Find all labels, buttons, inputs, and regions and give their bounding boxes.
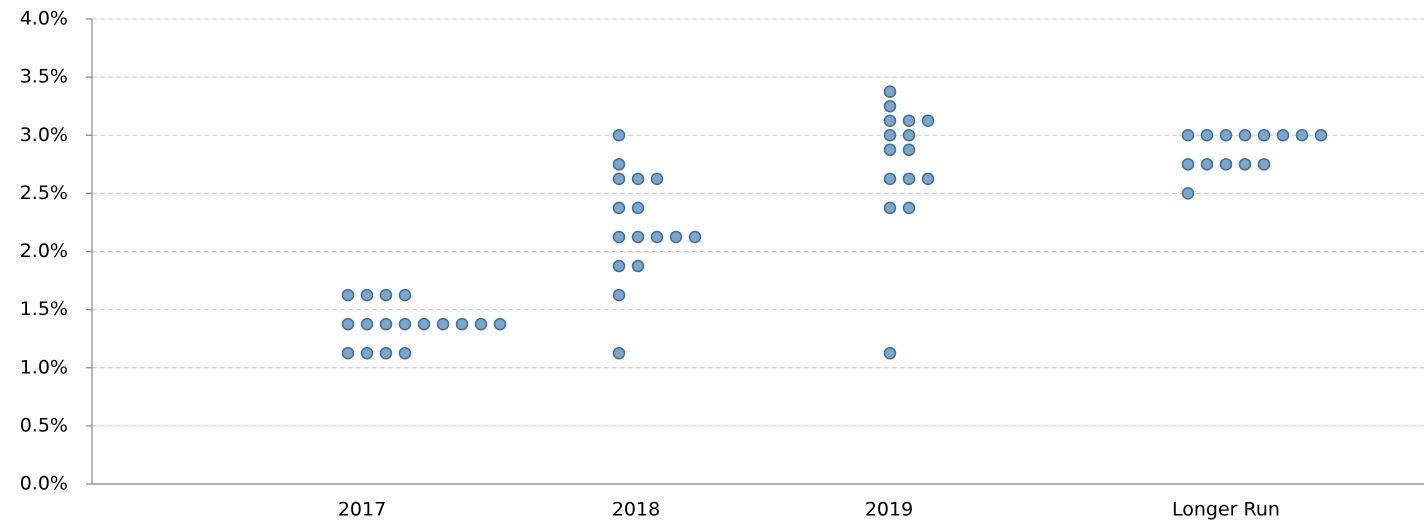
dot [1219, 158, 1233, 171]
y-tick-label: 1.0% [20, 356, 68, 378]
dot [883, 143, 897, 157]
dot [1295, 129, 1309, 142]
dot [1238, 129, 1252, 142]
dot [631, 201, 645, 215]
dot [455, 317, 469, 331]
dot [612, 288, 626, 302]
dot [631, 230, 645, 244]
dot [436, 317, 450, 331]
dot [474, 317, 488, 331]
dot [1219, 129, 1233, 142]
dot [379, 317, 393, 331]
dot [341, 288, 355, 302]
dot [493, 317, 507, 331]
dot [612, 346, 626, 360]
dot [398, 346, 412, 360]
dot [902, 143, 916, 157]
dot [1257, 129, 1271, 142]
dot [341, 346, 355, 360]
dot [902, 172, 916, 186]
dot [341, 317, 355, 331]
y-tick-label: 2.0% [20, 240, 68, 262]
dot [1200, 129, 1214, 142]
dot [1200, 158, 1214, 171]
dot [612, 230, 626, 244]
dot [360, 346, 374, 360]
dot [883, 85, 897, 98]
x-tick-label: Longer Run [1172, 499, 1280, 521]
dot [612, 172, 626, 186]
dot [612, 201, 626, 215]
dot [379, 346, 393, 360]
dot [669, 230, 683, 244]
dot [1314, 129, 1328, 142]
dot [631, 259, 645, 273]
dot [883, 172, 897, 186]
dot [417, 317, 431, 331]
y-tick-label: 2.5% [20, 182, 68, 204]
dot [398, 288, 412, 302]
y-tick-label: 4.0% [20, 8, 68, 30]
y-tick-label: 3.0% [20, 124, 68, 146]
dot [902, 129, 916, 142]
y-tick-label: 0.0% [20, 473, 68, 495]
x-tick-label: 2018 [612, 499, 660, 521]
dot [902, 201, 916, 215]
y-tick-label: 0.5% [20, 414, 68, 436]
y-tick-label: 3.5% [20, 66, 68, 88]
dot [1181, 187, 1195, 200]
dot [612, 158, 626, 171]
dot [398, 317, 412, 331]
dot [688, 230, 702, 244]
x-tick-label: 2019 [865, 499, 913, 521]
dot [1181, 129, 1195, 142]
dot [1257, 158, 1271, 171]
dot [379, 288, 393, 302]
dot [883, 201, 897, 215]
dot [1181, 158, 1195, 171]
dot [612, 259, 626, 273]
dot [921, 114, 935, 127]
x-tick-label: 2017 [338, 499, 386, 521]
y-tick-label: 1.5% [20, 298, 68, 320]
dot [631, 172, 645, 186]
dot [612, 129, 626, 142]
dot [1238, 158, 1252, 171]
dot [360, 317, 374, 331]
dot [650, 230, 664, 244]
dot [883, 346, 897, 360]
dot [1276, 129, 1290, 142]
dot [902, 114, 916, 127]
dot [883, 129, 897, 142]
dot [883, 99, 897, 113]
dot [650, 172, 664, 186]
dot [921, 172, 935, 186]
dot [360, 288, 374, 302]
dot [883, 114, 897, 127]
